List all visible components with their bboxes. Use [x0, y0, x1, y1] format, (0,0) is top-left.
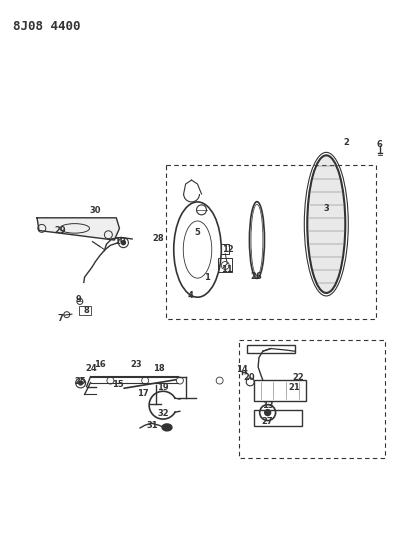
Ellipse shape: [162, 424, 172, 431]
Polygon shape: [37, 218, 119, 240]
Text: 3: 3: [324, 204, 329, 213]
Circle shape: [121, 241, 125, 245]
Text: 4: 4: [188, 291, 194, 300]
Bar: [166, 165, 376, 319]
Text: 12: 12: [222, 245, 234, 254]
Text: 8: 8: [84, 306, 89, 316]
Text: 7: 7: [57, 314, 63, 323]
Text: 16: 16: [94, 360, 105, 369]
Circle shape: [79, 381, 83, 385]
Text: 1: 1: [204, 272, 210, 281]
Bar: [239, 340, 385, 458]
Text: 28: 28: [152, 235, 164, 244]
Text: 23: 23: [130, 360, 142, 369]
Text: 22: 22: [292, 373, 304, 382]
Text: 31: 31: [146, 421, 158, 430]
Text: 13: 13: [262, 401, 273, 410]
Text: 5: 5: [195, 228, 200, 237]
Text: 26: 26: [250, 271, 262, 280]
Text: 17: 17: [137, 389, 149, 398]
Text: 32: 32: [157, 409, 169, 418]
Text: 14: 14: [237, 365, 248, 374]
Text: 8J08 4400: 8J08 4400: [13, 20, 81, 33]
Text: 24: 24: [86, 364, 98, 373]
Text: 18: 18: [153, 364, 165, 373]
Text: 30: 30: [90, 206, 101, 215]
Text: 10: 10: [114, 237, 125, 246]
Text: 29: 29: [54, 226, 66, 235]
Text: 27: 27: [262, 417, 273, 425]
Text: 9: 9: [76, 295, 81, 304]
Text: 6: 6: [377, 140, 383, 149]
Text: 25: 25: [74, 377, 86, 386]
Circle shape: [265, 409, 271, 416]
Text: 19: 19: [157, 383, 169, 392]
Text: 20: 20: [243, 373, 255, 382]
Text: 21: 21: [289, 383, 300, 392]
Text: 11: 11: [221, 265, 233, 273]
Text: 15: 15: [113, 379, 124, 389]
Text: 2: 2: [343, 138, 349, 147]
Ellipse shape: [307, 155, 345, 293]
